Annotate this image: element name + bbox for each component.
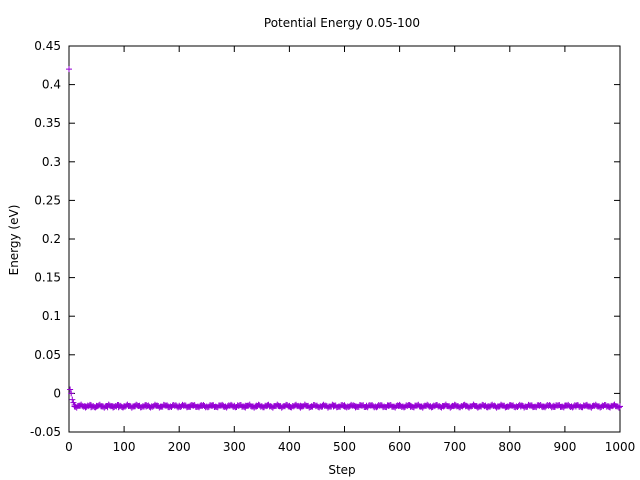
x-axis: 0 100 200 300 400 500 600 700 800 900 1000 (65, 46, 635, 454)
y-tick-label: 0.35 (34, 116, 61, 130)
x-tick-label: 200 (168, 440, 191, 454)
x-tick-label: 600 (388, 440, 411, 454)
y-tick-label: 0.05 (34, 348, 61, 362)
data-point (67, 386, 74, 393)
data-point (69, 396, 76, 403)
y-tick-label: 0.1 (42, 309, 61, 323)
y-axis-label: Energy (eV) (7, 205, 21, 276)
x-tick-label: 500 (333, 440, 356, 454)
y-tick-label: 0.45 (34, 39, 61, 53)
data-series (66, 66, 623, 411)
x-axis-label: Step (328, 463, 355, 477)
y-tick-label: 0 (53, 386, 61, 400)
data-point (615, 404, 622, 411)
x-tick-label: 900 (553, 440, 576, 454)
x-tick-label: 400 (278, 440, 301, 454)
x-tick-label: 700 (443, 440, 466, 454)
y-axis: -0.05 0 0.05 0.1 0.15 0.2 0.25 0.3 0.35 0.4 0.45 (30, 39, 620, 439)
x-tick-label: 300 (223, 440, 246, 454)
y-tick-label: -0.05 (30, 425, 61, 439)
y-tick-label: 0.25 (34, 193, 61, 207)
plot-area (68, 45, 621, 433)
x-tick-label: 100 (113, 440, 136, 454)
x-tick-label: 1000 (605, 440, 636, 454)
data-point (617, 403, 623, 410)
y-tick-label: 0.4 (42, 78, 61, 92)
x-tick-label: 800 (498, 440, 521, 454)
x-tick-label: 0 (65, 440, 73, 454)
data-point (66, 66, 72, 73)
plot-border (68, 45, 621, 433)
y-tick-label: 0.15 (34, 271, 61, 285)
y-tick-label: 0.2 (42, 232, 61, 246)
y-tick-label: 0.3 (42, 155, 61, 169)
data-point (68, 390, 75, 397)
chart-title: Potential Energy 0.05-100 (264, 16, 420, 30)
